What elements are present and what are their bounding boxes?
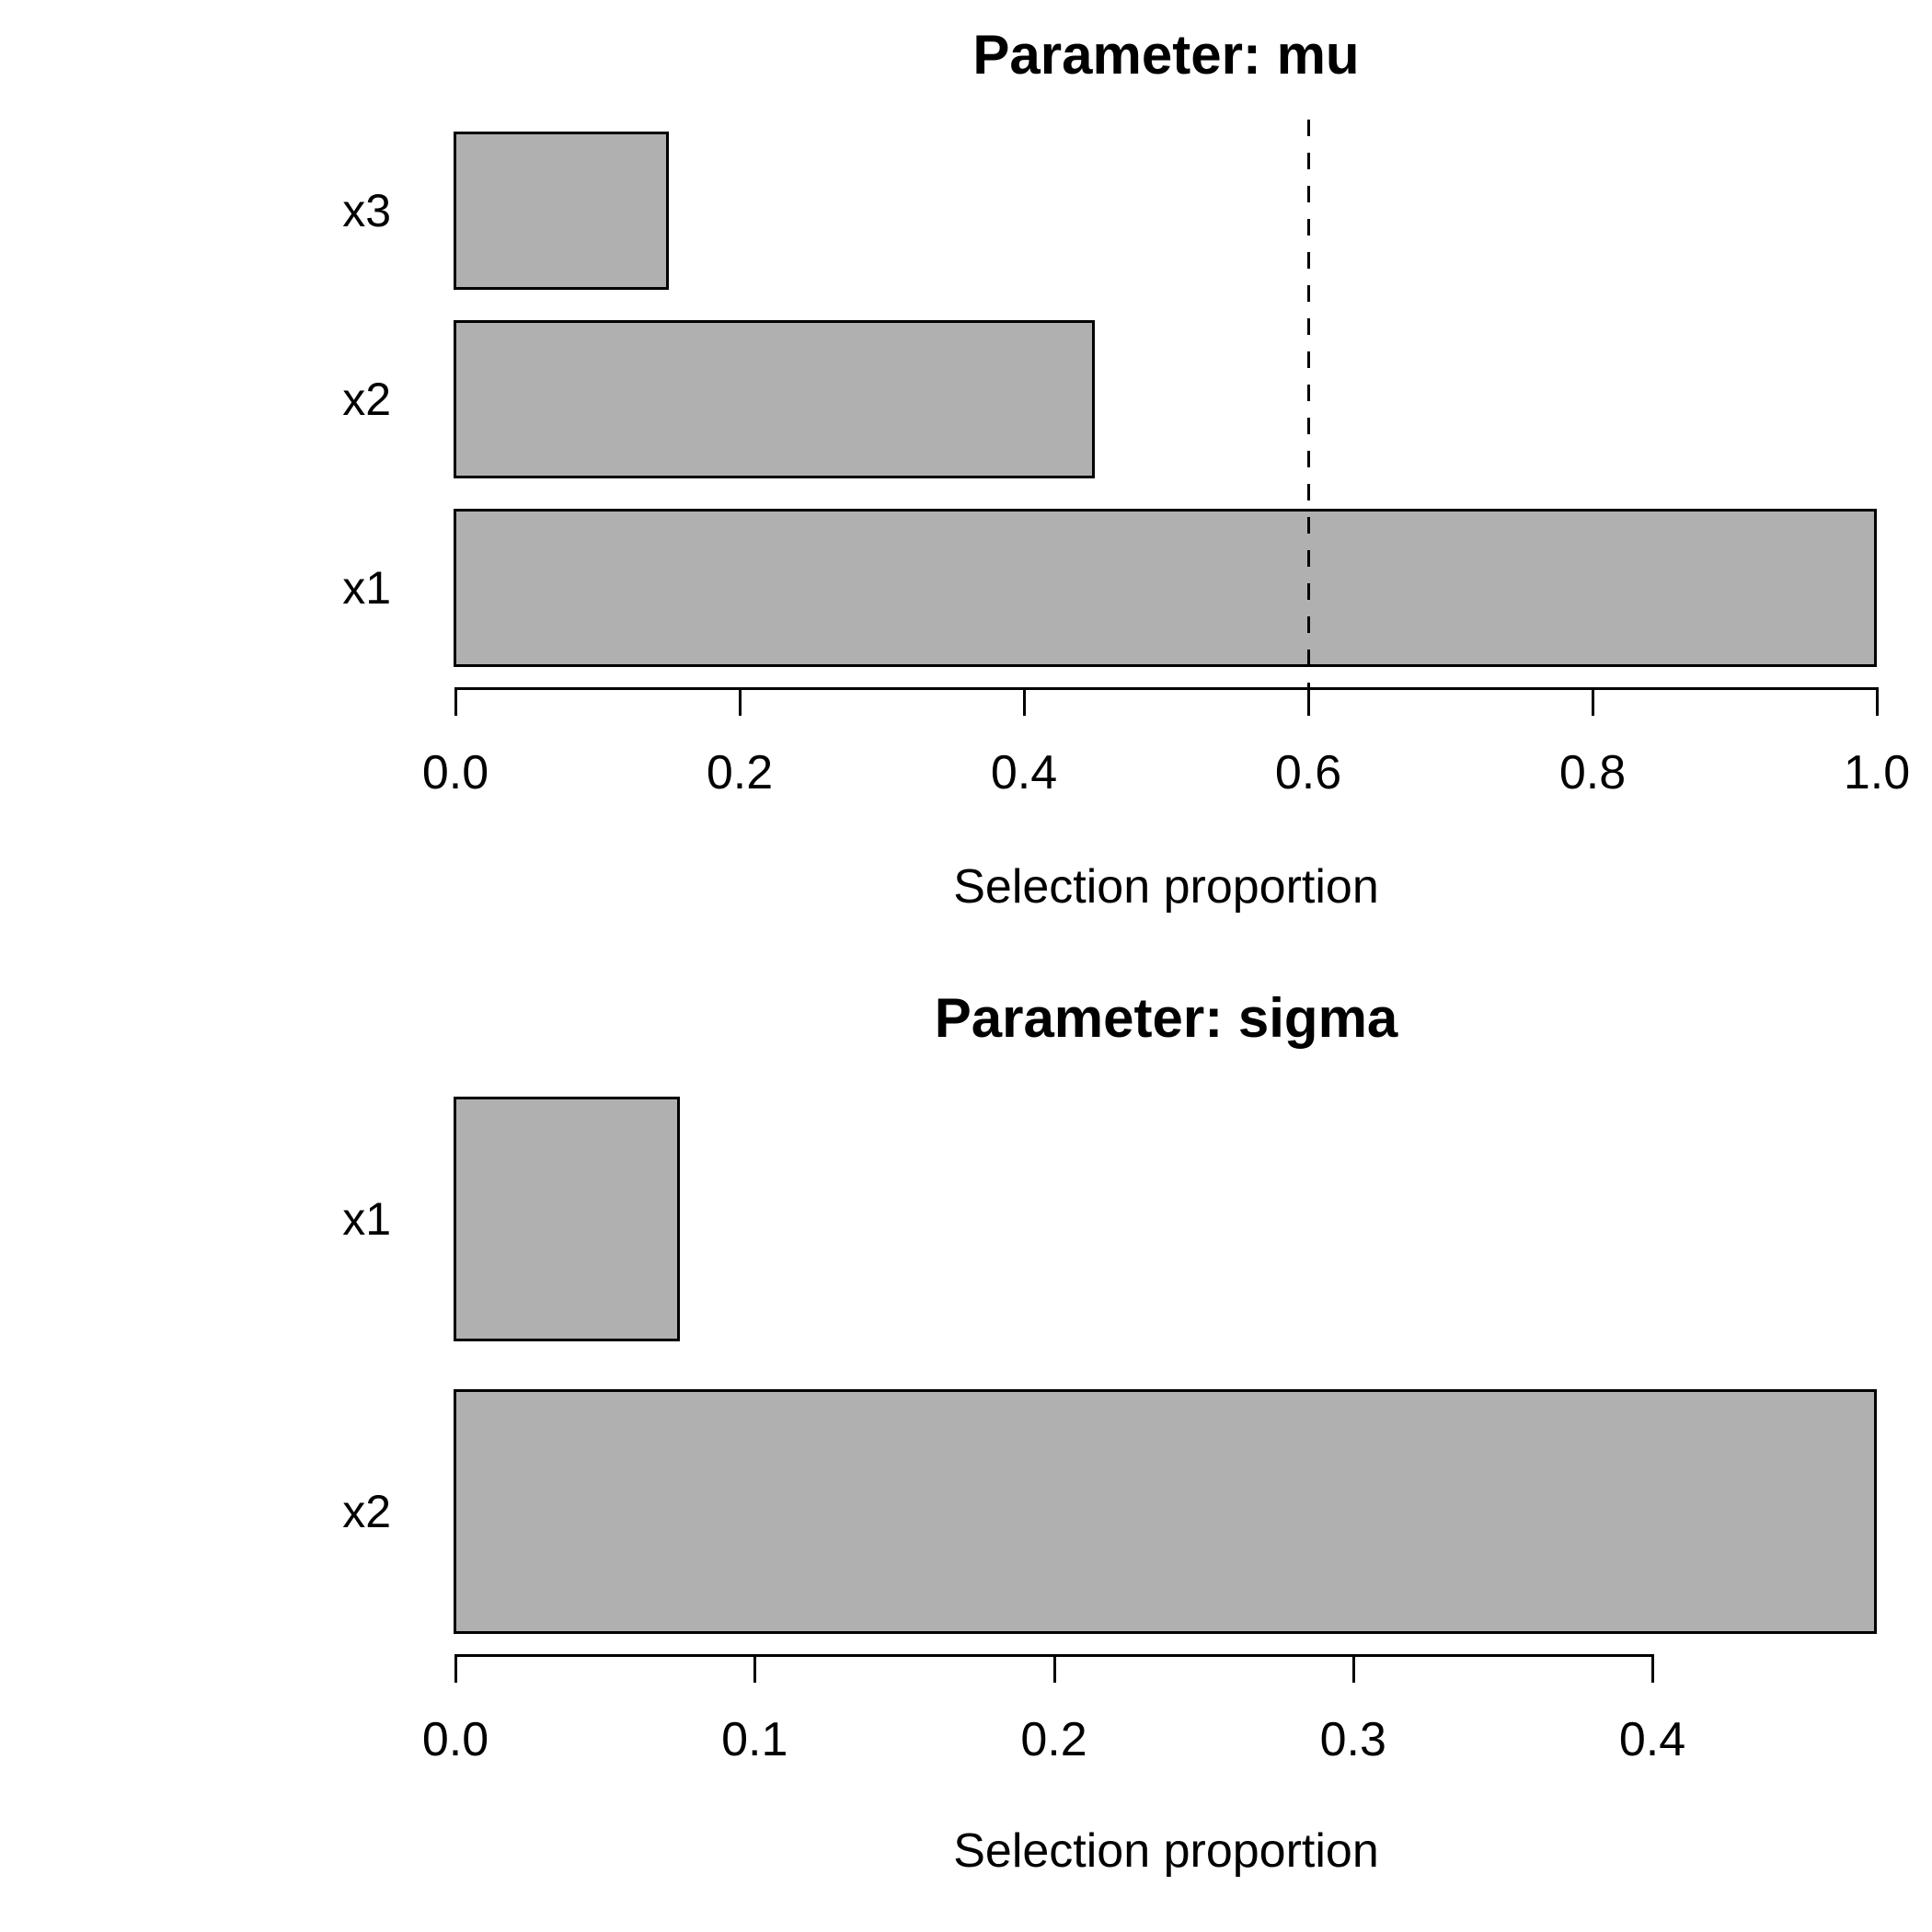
x-axis-tick-label: 0.0 bbox=[421, 746, 489, 799]
x-axis-tick-label: 1.0 bbox=[1843, 746, 1911, 799]
x-axis-tick-label: 0.4 bbox=[990, 746, 1058, 799]
bar-x2 bbox=[454, 320, 1096, 478]
bar-x2 bbox=[454, 1389, 1877, 1634]
bar-x1 bbox=[454, 509, 1877, 667]
x-axis-tick-label: 0.0 bbox=[421, 1713, 489, 1766]
x-axis-tick-0.0 bbox=[454, 1655, 457, 1683]
x-axis-label-mu: Selection proportion bbox=[953, 860, 1379, 914]
category-label-x1: x1 bbox=[342, 1193, 391, 1245]
x-axis-tick-label: 0.6 bbox=[1274, 746, 1342, 799]
x-axis-tick-label: 0.2 bbox=[706, 746, 774, 799]
x-axis-tick-0.6 bbox=[1307, 688, 1310, 716]
dashed-reference-line bbox=[1307, 120, 1310, 688]
category-label-x3: x3 bbox=[342, 185, 391, 236]
chart-title-mu: Parameter: mu bbox=[972, 24, 1360, 86]
x-axis-tick-0.8 bbox=[1592, 688, 1594, 716]
x-axis-tick-0.4 bbox=[1023, 688, 1026, 716]
x-axis-tick-label: 0.3 bbox=[1319, 1713, 1386, 1766]
x-axis-tick-label: 0.4 bbox=[1618, 1713, 1686, 1766]
x-axis-tick-0.2 bbox=[1052, 1655, 1056, 1683]
category-label-x1: x1 bbox=[342, 562, 391, 614]
x-axis-tick-label: 0.2 bbox=[1020, 1713, 1087, 1766]
x-axis-tick-0.0 bbox=[454, 688, 457, 716]
x-axis-label-sigma: Selection proportion bbox=[953, 1824, 1379, 1878]
x-axis-tick-0.1 bbox=[753, 1655, 757, 1683]
x-axis-tick-label: 0.1 bbox=[721, 1713, 788, 1766]
x-axis-tick-0.4 bbox=[1651, 1655, 1655, 1683]
x-axis-tick-1.0 bbox=[1876, 688, 1879, 716]
chart-title-sigma: Parameter: sigma bbox=[934, 987, 1398, 1049]
x-axis-line bbox=[454, 687, 1879, 690]
x-axis-tick-label: 0.8 bbox=[1558, 746, 1627, 799]
bar-x3 bbox=[454, 132, 669, 290]
category-label-x2: x2 bbox=[342, 1486, 391, 1537]
x-axis-tick-0.3 bbox=[1351, 1655, 1355, 1683]
category-label-x2: x2 bbox=[342, 374, 391, 425]
bar-x1 bbox=[454, 1097, 680, 1341]
x-axis-tick-0.2 bbox=[739, 688, 742, 716]
